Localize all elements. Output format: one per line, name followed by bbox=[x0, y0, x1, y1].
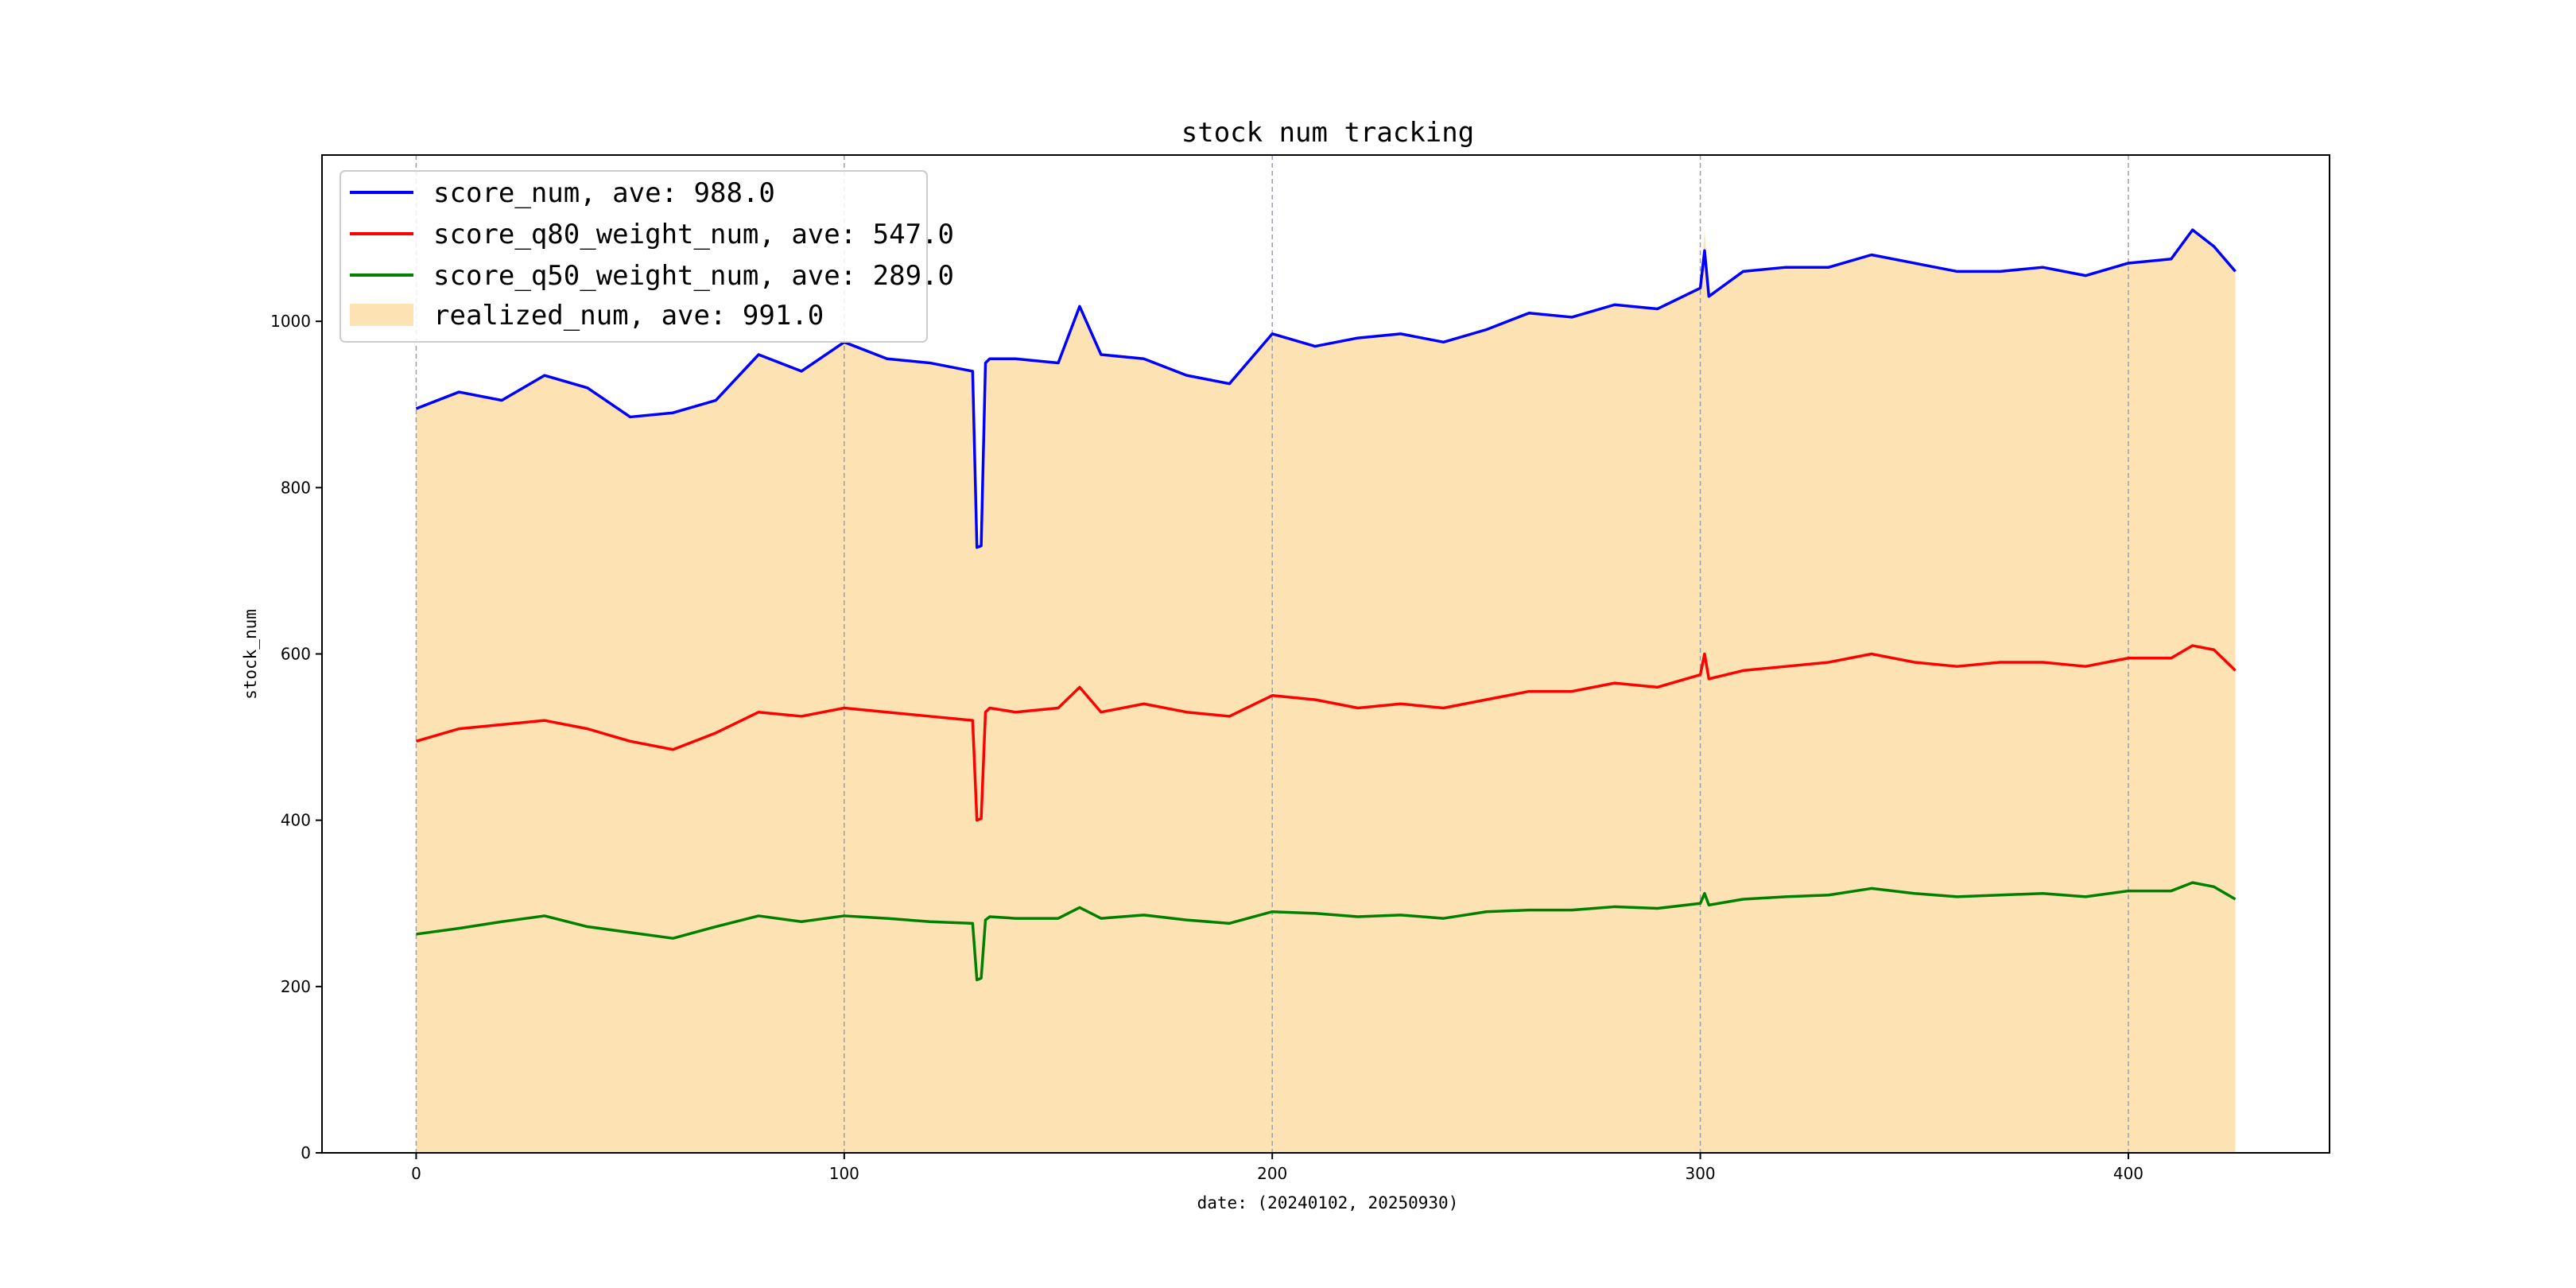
legend-label-score-q50: score_q50_weight_num, ave: 289.0 bbox=[433, 260, 954, 292]
legend: score_num, ave: 988.0 score_q80_weight_n… bbox=[339, 170, 954, 343]
x-tick-label: 400 bbox=[2113, 1164, 2143, 1183]
y-tick-label: 600 bbox=[281, 645, 311, 664]
legend-label-score-q80: score_q80_weight_num, ave: 547.0 bbox=[433, 219, 954, 250]
legend-swatch-realized bbox=[350, 304, 413, 326]
plot-area bbox=[415, 155, 2237, 1153]
y-tick-label: 200 bbox=[281, 977, 311, 996]
x-tick-label: 0 bbox=[411, 1164, 421, 1183]
y-tick-label: 800 bbox=[281, 478, 311, 497]
x-axis: 0 100 200 300 400 bbox=[411, 1153, 2143, 1183]
series-line-score_q80_weight_num bbox=[415, 644, 2237, 822]
x-axis-label: date: (20240102, 20250930) bbox=[1197, 1193, 1459, 1212]
series-line-score_num bbox=[415, 228, 2237, 549]
chart-title: stock num tracking bbox=[1181, 117, 1474, 149]
legend-label-realized: realized_num, ave: 991.0 bbox=[433, 300, 824, 332]
x-tick-label: 100 bbox=[829, 1164, 859, 1183]
y-tick-label: 400 bbox=[281, 811, 311, 830]
legend-box bbox=[339, 170, 928, 343]
x-tick-label: 300 bbox=[1685, 1164, 1715, 1183]
series-area-realized_num bbox=[416, 230, 2236, 1153]
y-axis-label: stock_num bbox=[241, 609, 260, 700]
y-tick-label: 1000 bbox=[270, 312, 311, 331]
series-line-score_q50_weight_num bbox=[416, 881, 2237, 982]
x-tick-label: 200 bbox=[1257, 1164, 1287, 1183]
legend-label-score-num: score_num, ave: 988.0 bbox=[433, 177, 775, 209]
y-tick-label: 0 bbox=[301, 1143, 311, 1162]
y-axis: 0 200 400 600 800 1000 bbox=[270, 312, 322, 1162]
